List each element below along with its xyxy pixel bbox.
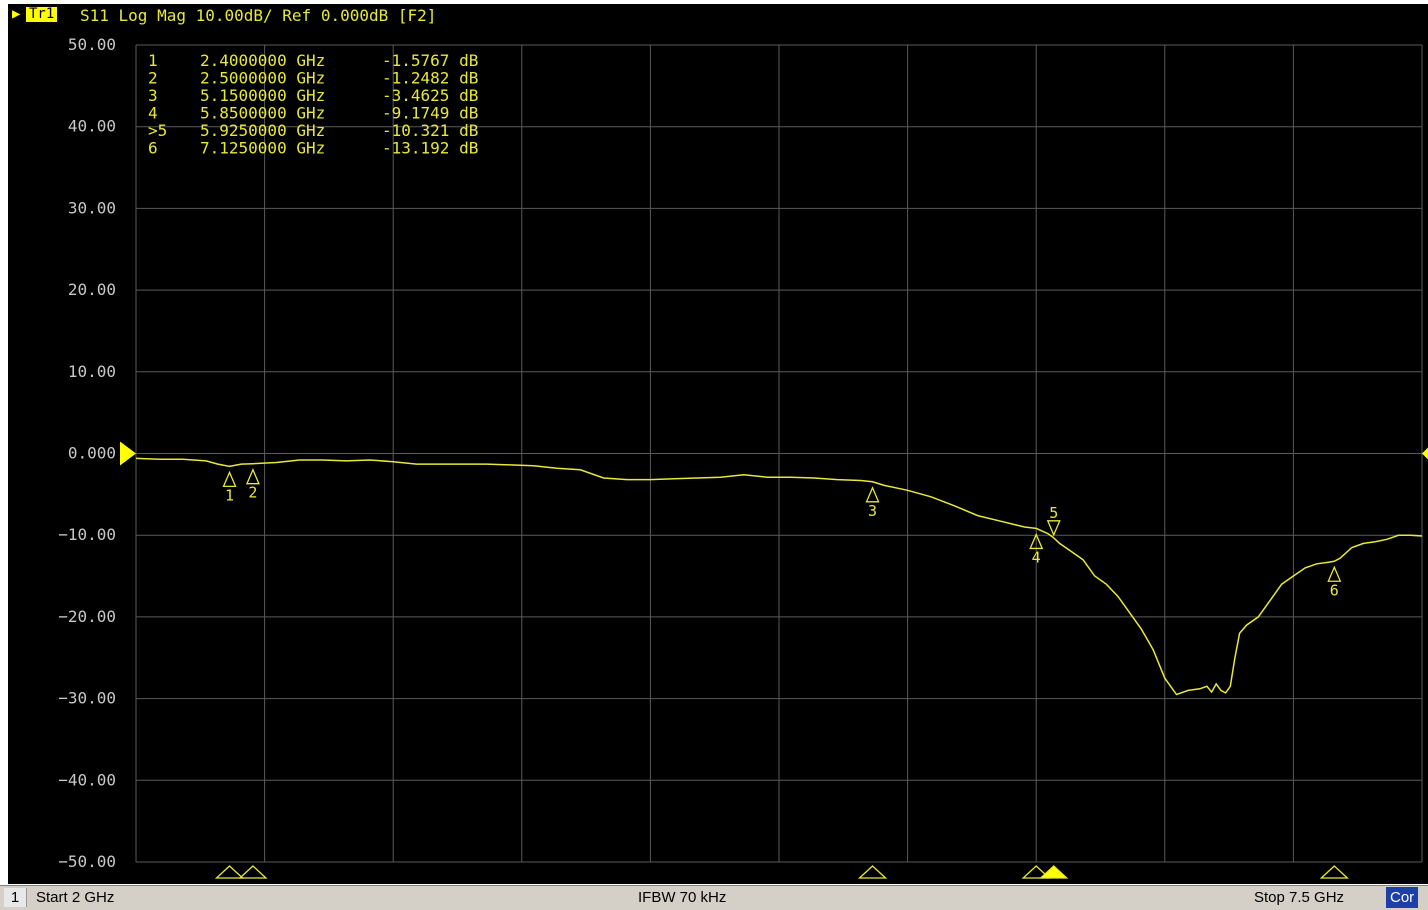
y-tick-label: −20.00: [58, 607, 116, 626]
trace-badge[interactable]: Tr1: [26, 7, 58, 22]
marker-table-frequency: 5.9250000 GHz: [200, 121, 325, 140]
marker-triangle-icon: [1029, 532, 1044, 550]
y-tick-label: −10.00: [58, 525, 116, 544]
reference-level-arrow-icon: [120, 441, 136, 466]
stop-frequency[interactable]: Stop 7.5 GHz: [1254, 889, 1345, 906]
marker-triangle-icon: [865, 486, 880, 503]
marker-triangle-icon: [1327, 565, 1342, 582]
marker-table-value: -3.4625 dB: [382, 86, 478, 105]
marker-3: 3: [857, 486, 888, 879]
marker-label: 2: [248, 484, 257, 502]
ifbw-label[interactable]: IFBW 70 kHz: [638, 889, 727, 906]
trace-s11-line: [135, 457, 1423, 696]
marker-triangle-icon: [245, 468, 260, 485]
channel-number[interactable]: 1: [4, 888, 27, 907]
marker-table-index: >5: [148, 121, 167, 140]
marker-4: 4: [1021, 532, 1051, 879]
marker-table-value: -13.192 dB: [382, 139, 478, 158]
trace-header: ▶ Tr1 S11 Log Mag 10.00dB/ Ref 0.000dB […: [8, 4, 1428, 26]
marker-2: 2: [238, 468, 268, 879]
marker-table-index: 3: [148, 86, 158, 105]
y-tick-label: −50.00: [58, 852, 116, 871]
marker-stimulus-indicator-icon: [214, 865, 245, 879]
marker-table-value: -10.321 dB: [382, 121, 478, 140]
correction-badge[interactable]: Cor: [1386, 887, 1419, 908]
y-tick-label: 0.000: [68, 444, 116, 463]
y-tick-label: 50.00: [68, 35, 116, 54]
marker-stimulus-indicator-icon: [1319, 865, 1349, 879]
y-tick-label: 10.00: [68, 362, 116, 381]
y-tick-label: −30.00: [58, 689, 116, 708]
marker-stimulus-indicator-icon: [1039, 865, 1069, 879]
marker-5: 5: [1039, 504, 1069, 879]
status-bar: 1 Start 2 GHz IFBW 70 kHz Stop 7.5 GHz C…: [0, 885, 1428, 910]
marker-6: 6: [1319, 565, 1349, 879]
marker-label: 1: [225, 486, 234, 504]
marker-table-index: 1: [148, 51, 158, 70]
marker-table-index: 4: [148, 104, 158, 123]
marker-stimulus-indicator-icon: [238, 865, 268, 879]
marker-label: 6: [1330, 581, 1339, 599]
marker-table-value: -1.5767 dB: [382, 51, 478, 70]
grid: [135, 44, 1423, 863]
analyzer-screen: ▶ Tr1 S11 Log Mag 10.00dB/ Ref 0.000dB […: [8, 4, 1428, 884]
active-trace-arrow-icon: ▶: [12, 6, 21, 22]
marker-table-frequency: 2.5000000 GHz: [200, 69, 325, 88]
plot-area: 50.00 40.00 30.00 20.00 10.00 0.000 −10.00 −20.…: [58, 35, 1428, 879]
y-tick-label: 40.00: [68, 117, 116, 136]
marker-label: 4: [1032, 548, 1041, 566]
marker-table: 1 2.4000000 GHz -1.5767 dB 2 2.5000000 GHz -…: [148, 51, 478, 158]
marker-1: 1: [214, 470, 245, 879]
marker-label: 3: [868, 502, 877, 520]
marker-table-frequency: 5.1500000 GHz: [200, 86, 325, 105]
marker-table-index: 2: [148, 69, 158, 88]
marker-label: 5: [1049, 504, 1058, 522]
marker-table-frequency: 2.4000000 GHz: [200, 51, 325, 70]
marker-stimulus-indicator-icon: [857, 865, 888, 879]
start-frequency[interactable]: Start 2 GHz: [36, 889, 115, 906]
marker-table-value: -9.1749 dB: [382, 104, 478, 123]
y-tick-label: 30.00: [68, 198, 116, 217]
marker-triangle-icon: [222, 470, 237, 488]
marker-stimulus-indicator-icon: [1021, 865, 1051, 879]
markers: 1 2 3 4 5 6: [214, 468, 1349, 879]
reference-level-right-icon: [1422, 447, 1428, 460]
marker-table-index: 6: [148, 139, 158, 158]
marker-table-frequency: 7.1250000 GHz: [200, 139, 325, 158]
y-tick-label: −40.00: [58, 770, 116, 789]
trace-info: S11 Log Mag 10.00dB/ Ref 0.000dB [F2]: [80, 6, 437, 25]
marker-table-value: -1.2482 dB: [382, 69, 478, 88]
marker-table-frequency: 5.8500000 GHz: [200, 104, 325, 123]
y-tick-label: 20.00: [68, 280, 116, 299]
marker-triangle-icon: [1046, 520, 1061, 537]
